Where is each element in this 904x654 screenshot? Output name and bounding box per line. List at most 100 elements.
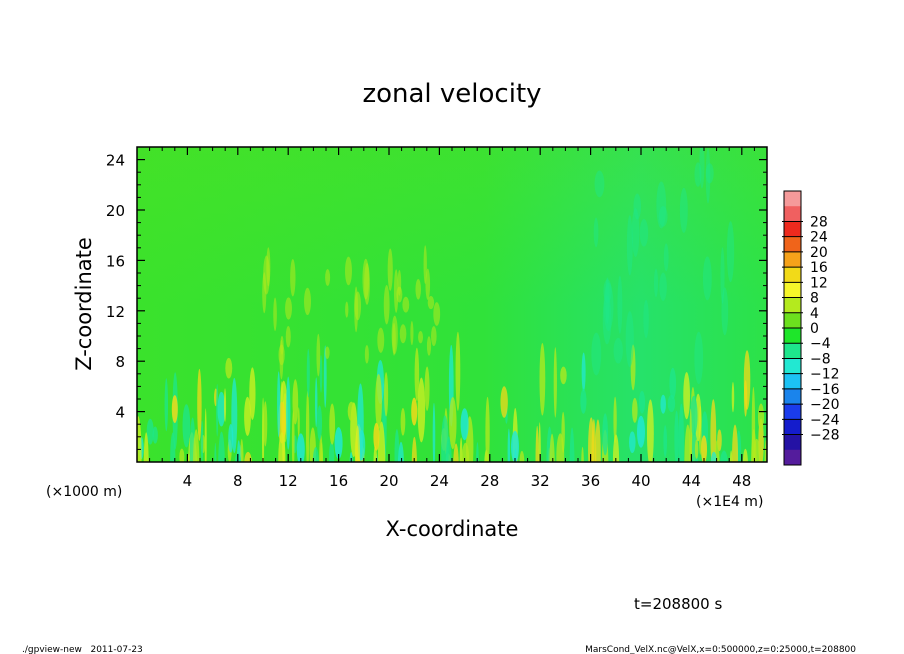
colorbar-label-14: −28 <box>810 428 840 444</box>
heatmap-cell <box>263 401 268 447</box>
heatmap-cell <box>757 403 765 431</box>
heatmap-cell <box>433 302 441 326</box>
x-tick-label-44: 44 <box>682 472 701 490</box>
heatmap-cell <box>290 258 296 297</box>
heatmap-cell <box>511 430 519 462</box>
heatmap-cell <box>710 451 717 462</box>
x-tick-label-36: 36 <box>581 472 600 490</box>
heatmap-cell <box>228 423 234 453</box>
colorbar-segment <box>784 449 801 466</box>
heatmap-cell <box>683 372 690 420</box>
colorbar-label-5: 8 <box>810 291 819 307</box>
heatmap-cell <box>659 272 667 301</box>
heatmap-cell <box>639 219 649 247</box>
heatmap-cell <box>538 422 541 462</box>
heatmap-cell <box>384 372 389 417</box>
heatmap-cell <box>400 407 406 436</box>
heatmap-cell <box>631 207 640 257</box>
heatmap-cell <box>354 286 358 333</box>
heatmap-cell <box>595 419 601 462</box>
heatmap-cell <box>549 433 555 462</box>
heatmap-cell <box>411 436 417 462</box>
heatmap-cell <box>500 386 508 418</box>
heatmap-cell <box>312 446 319 462</box>
colorbar-segment <box>784 282 801 298</box>
heatmap-cell <box>663 425 668 458</box>
heatmap-cell <box>653 268 659 298</box>
x-axis-label: X-coordinate <box>386 517 519 541</box>
heatmap-cell <box>244 396 251 436</box>
heatmap-cell <box>329 403 336 445</box>
heatmap-cell <box>694 162 702 187</box>
plot-area <box>137 147 767 462</box>
chart-title: zonal velocity <box>362 79 541 109</box>
heatmap-cell <box>349 451 353 462</box>
x-tick-label-28: 28 <box>480 472 499 490</box>
colorbar-segment <box>784 358 801 374</box>
heatmap-cell <box>720 450 728 462</box>
colorbar-label-11: −16 <box>810 382 840 398</box>
heatmap-cell <box>460 408 469 441</box>
heatmap-cell <box>280 335 284 355</box>
heatmap-cell <box>182 404 191 448</box>
heatmap-cell <box>214 442 217 462</box>
heatmap-cell <box>328 441 335 462</box>
heatmap-cell <box>660 394 666 414</box>
footer-left: ./gpview-new 2011-07-23 <box>22 645 143 654</box>
heatmap-cell <box>324 346 330 359</box>
heatmap-cell <box>539 342 546 416</box>
colorbar-segment <box>784 404 801 420</box>
heatmap-cell <box>569 427 575 462</box>
colorbar-segment <box>784 191 801 207</box>
heatmap-cell <box>316 333 321 377</box>
heatmap-cell <box>239 439 244 462</box>
heatmap-cell <box>702 256 712 301</box>
heatmap-cell <box>630 344 636 391</box>
x-tick-label-8: 8 <box>233 472 243 490</box>
heatmap-cell <box>323 345 327 408</box>
heatmap-cell <box>285 297 292 320</box>
heatmap-cell <box>633 193 642 220</box>
y-tick-label-16: 16 <box>106 252 125 270</box>
heatmap-cell <box>345 256 352 286</box>
heatmap-cell <box>593 217 599 248</box>
heatmap-cell <box>580 388 587 414</box>
colorbar-label-6: 4 <box>810 306 819 322</box>
heatmap-cell <box>560 366 567 385</box>
heatmap-cell <box>218 431 225 462</box>
colorbar-label-9: −8 <box>810 351 831 367</box>
heatmap-cell <box>377 327 385 353</box>
heatmap-cell <box>602 413 609 456</box>
heatmap-cell <box>455 331 461 411</box>
heatmap-cell <box>383 284 390 325</box>
heatmap-cell <box>553 347 557 418</box>
heatmap-cell <box>200 420 204 462</box>
heatmap-cell <box>425 268 431 300</box>
heatmap-cell <box>603 279 612 303</box>
x-tick-label-20: 20 <box>379 472 398 490</box>
heatmap-cell <box>535 425 539 462</box>
heatmap-cell <box>319 355 323 393</box>
heatmap-cell <box>705 163 714 184</box>
heatmap-cell <box>602 295 612 345</box>
heatmap-cell <box>679 187 688 233</box>
heatmap-cell <box>364 345 369 364</box>
colorbar-label-7: 0 <box>810 321 819 337</box>
heatmap-cell <box>720 247 725 304</box>
heatmap-cell <box>223 388 227 422</box>
heatmap-cell <box>216 384 219 437</box>
heatmap-cell <box>669 367 677 400</box>
heatmap-cell <box>742 448 748 462</box>
footer-right: MarsCond_VelX.nc@VelX,x=0:500000,z=0:250… <box>585 645 856 654</box>
heatmap-cell <box>617 275 623 334</box>
heatmap-cell <box>507 428 511 462</box>
colorbar-segment <box>784 297 801 314</box>
y-tick-label-20: 20 <box>106 202 125 220</box>
heatmap-cell <box>306 348 310 398</box>
heatmap-cell <box>646 399 654 462</box>
heatmap-cell <box>364 263 370 305</box>
heatmap-cell <box>192 429 200 462</box>
heatmap-cell <box>638 390 646 414</box>
heatmap-cell <box>626 215 633 276</box>
heatmap-cell <box>325 269 331 286</box>
